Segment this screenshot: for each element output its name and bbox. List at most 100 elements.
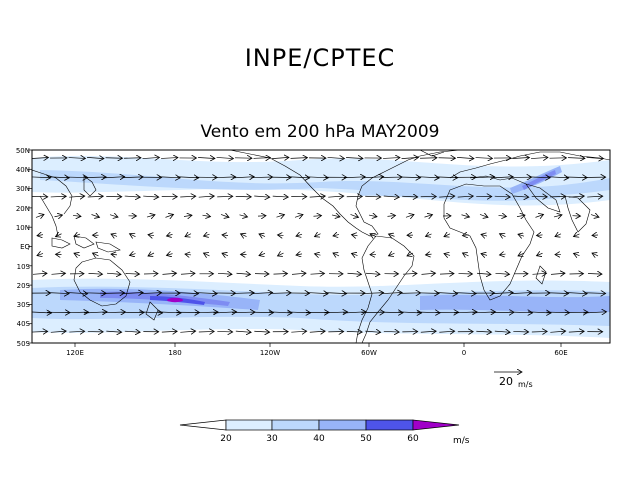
wind-arrow (269, 293, 291, 294)
colorbar-segment (412, 419, 460, 431)
wind-arrow (204, 234, 210, 236)
wind-arrow (513, 196, 529, 197)
wind-arrow (66, 293, 87, 294)
wind-arrow (32, 331, 47, 332)
lat-tick-label: 10N (15, 224, 30, 232)
wind-arrow (547, 293, 568, 294)
wind-arrow (158, 177, 180, 178)
wind-arrow (157, 312, 181, 313)
wind-arrow (531, 331, 547, 332)
lat-tick-label: 20S (16, 282, 30, 290)
wind-arrow (130, 254, 136, 256)
wind-arrow (288, 177, 309, 178)
wind-arrow (315, 254, 321, 255)
wind-arrow (74, 253, 81, 256)
wind-arrow (426, 254, 432, 255)
wind-arrow (509, 312, 532, 313)
wind-arrow (165, 214, 174, 217)
wind-arrow (590, 215, 599, 218)
wind-arrow (325, 293, 346, 294)
wind-arrow (346, 331, 362, 332)
wind-arrow (362, 293, 383, 294)
wind-arrow (272, 196, 289, 197)
wind-arrow (291, 273, 306, 274)
wind-arrow (296, 254, 303, 255)
wind-arrow (47, 177, 69, 178)
wind-arrow (69, 331, 84, 332)
wind-arrow (106, 273, 121, 274)
wind-arrow (531, 157, 548, 158)
wind-arrow (276, 215, 285, 218)
wind-arrow (399, 293, 420, 294)
wind-arrow (202, 215, 211, 216)
wind-arrow (500, 234, 506, 237)
wind-arrow (331, 215, 340, 217)
wind-arrow (463, 235, 469, 236)
wind-arrow (383, 196, 400, 197)
wind-arrow (537, 235, 543, 236)
wind-arrow (241, 234, 247, 237)
wind-arrow (547, 177, 568, 178)
wind-arrow (50, 196, 67, 197)
wind-arrow (389, 234, 395, 236)
wind-arrow (324, 312, 347, 313)
wind-arrow (379, 312, 403, 313)
wind-arrow (436, 177, 457, 178)
wind-arrow (439, 331, 454, 332)
wind-arrow (494, 196, 511, 197)
wind-arrow (180, 273, 195, 274)
wind-arrow (473, 177, 494, 178)
wind-arrow (421, 273, 436, 274)
lat-tick-label: 40N (15, 166, 30, 174)
wind-arrow (217, 196, 233, 197)
wind-arrow (140, 293, 161, 294)
map-subtitle: Vento em 200 hPa MAY2009 (200, 122, 440, 142)
wind-arrow (457, 196, 474, 197)
wind-arrow (417, 177, 439, 178)
wind-arrow (294, 215, 303, 218)
lon-tick-label: 120W (259, 349, 281, 357)
wind-arrow (518, 253, 525, 256)
wind-arrow (251, 293, 272, 294)
wind-arrow (537, 253, 543, 255)
wind-arrow (550, 273, 565, 274)
wind-arrow (180, 331, 195, 332)
wind-arrow (479, 214, 488, 217)
wind-arrow (84, 293, 106, 294)
wind-arrow (402, 273, 417, 274)
wind-arrow (550, 196, 566, 197)
wind-arrow (222, 235, 229, 236)
wind-arrow (121, 177, 143, 178)
wind-arrow (315, 234, 321, 237)
wind-arrow (457, 157, 474, 158)
wind-arrow (350, 214, 359, 217)
wind-arrow (162, 273, 177, 274)
wind-arrow (513, 331, 528, 332)
wind-arrow (527, 312, 551, 313)
speed-shading (32, 155, 610, 338)
wind-arrow (370, 234, 377, 237)
colorbar-label: 20 (220, 434, 232, 444)
colorbar-segment (365, 419, 414, 431)
wind-arrow (65, 312, 88, 313)
wind-arrow (476, 273, 491, 274)
colorbar-segment (179, 419, 227, 431)
wind-arrow (327, 157, 345, 158)
wind-arrow (198, 196, 215, 197)
wind-arrow (309, 196, 326, 197)
wind-arrow (380, 293, 402, 294)
wind-arrow (37, 235, 44, 236)
wind-arrow (84, 177, 106, 178)
wind-arrow (476, 331, 491, 332)
wind-arrow (111, 254, 118, 255)
axis-ticks (28, 149, 562, 347)
wind-arrow (310, 273, 325, 274)
wind-arrow (494, 331, 510, 332)
wind-arrow (87, 157, 104, 158)
wind-arrow (167, 234, 173, 236)
wind-arrow (584, 293, 605, 294)
colorbar-segment (318, 419, 367, 431)
wind-arrow (328, 196, 344, 197)
wind-arrow (346, 157, 363, 158)
wind-arrow (531, 196, 548, 197)
